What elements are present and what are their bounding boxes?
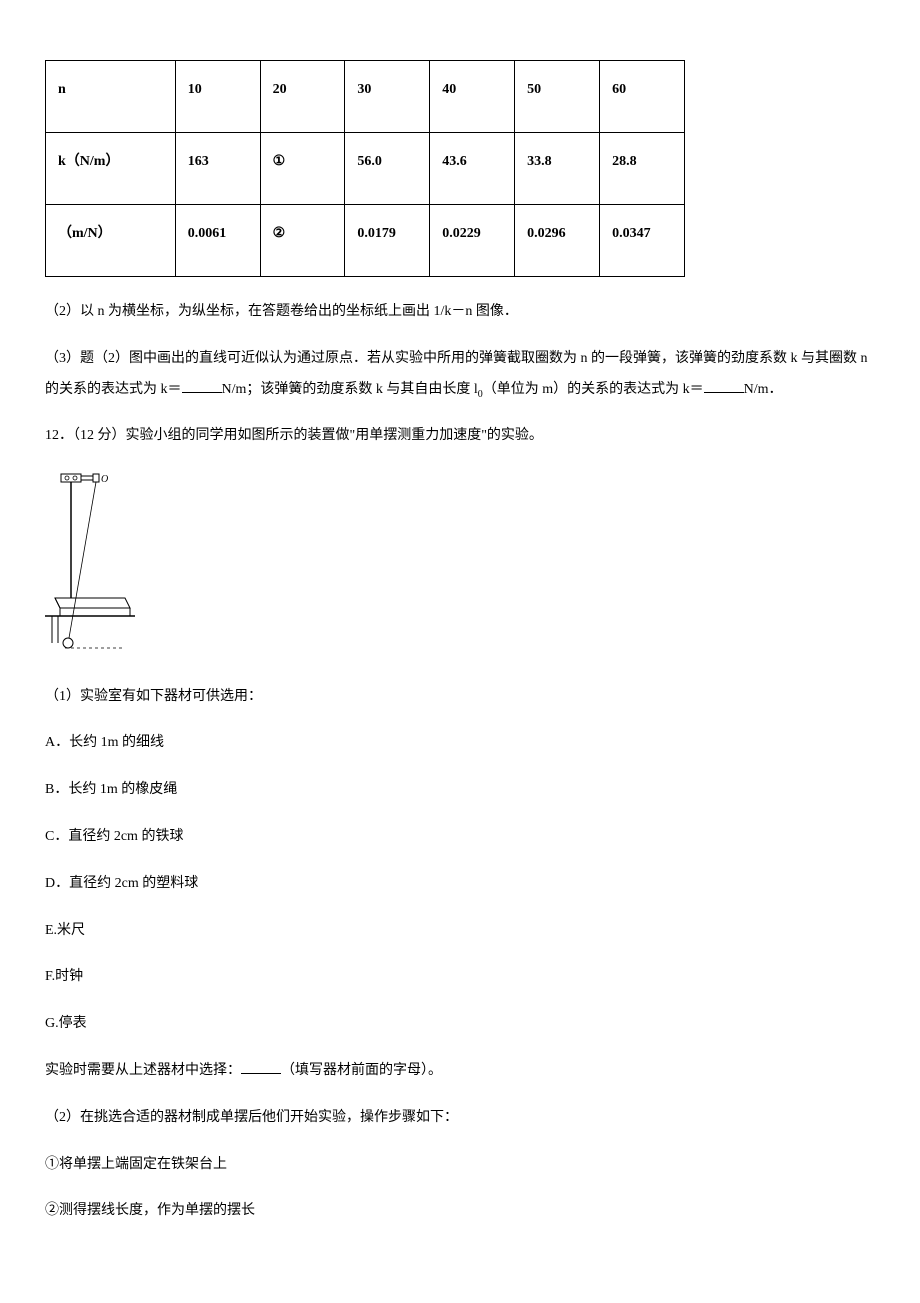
blank-field: [182, 379, 222, 393]
text: 实验时需要从上述器材中选择：: [45, 1063, 241, 1078]
blank-field: [704, 379, 744, 393]
step-2: ②测得摆线长度，作为单摆的摆长: [45, 1196, 875, 1227]
cell: 0.0229: [430, 205, 515, 277]
cell: 0.0179: [345, 205, 430, 277]
select-instruction: 实验时需要从上述器材中选择： （填写器材前面的字母）。: [45, 1056, 875, 1087]
header-cell: 30: [345, 61, 430, 133]
cell: k（N/m）: [46, 133, 176, 205]
cell: 28.8: [600, 133, 685, 205]
option-c: C．直径约 2cm 的铁球: [45, 822, 875, 853]
header-cell: n: [46, 61, 176, 133]
svg-text:O: O: [101, 474, 108, 485]
option-f: F.时钟: [45, 962, 875, 993]
cell: 0.0296: [515, 205, 600, 277]
header-cell: 50: [515, 61, 600, 133]
table-header-row: n 10 20 30 40 50 60: [46, 61, 685, 133]
pendulum-diagram: O: [45, 468, 875, 661]
header-cell: 60: [600, 61, 685, 133]
paragraph-2: （2）以 n 为横坐标，为纵坐标，在答题卷给出的坐标纸上画出 1/k－n 图像．: [45, 297, 875, 328]
text: N/m；该弹簧的劲度系数 k 与其自由长度 l: [222, 382, 478, 397]
options-list: （1）实验室有如下器材可供选用： A．长约 1m 的细线 B．长约 1m 的橡皮…: [45, 682, 875, 1040]
option-g: G.停表: [45, 1009, 875, 1040]
cell: 163: [175, 133, 260, 205]
blank-field: [241, 1060, 281, 1074]
text: （填写器材前面的字母）。: [281, 1063, 442, 1078]
table-row: k（N/m） 163 ① 56.0 43.6 33.8 28.8: [46, 133, 685, 205]
cell: ②: [260, 205, 345, 277]
paragraph-3: （3）题（2）图中画出的直线可近似认为通过原点．若从实验中所用的弹簧截取圈数为 …: [45, 344, 875, 406]
sub-question-2: （2）在挑选合适的器材制成单摆后他们开始实验，操作步骤如下：: [45, 1103, 875, 1134]
option-e: E.米尺: [45, 916, 875, 947]
header-cell: 40: [430, 61, 515, 133]
question-12: 12．（12 分）实验小组的同学用如图所示的装置做"用单摆测重力加速度"的实验。: [45, 421, 875, 452]
header-cell: 20: [260, 61, 345, 133]
data-table: n 10 20 30 40 50 60 k（N/m） 163 ① 56.0 43…: [45, 60, 685, 277]
option-d: D．直径约 2cm 的塑料球: [45, 869, 875, 900]
option-a: A．长约 1m 的细线: [45, 728, 875, 759]
cell: 43.6: [430, 133, 515, 205]
cell: 33.8: [515, 133, 600, 205]
cell: 0.0061: [175, 205, 260, 277]
option-b: B．长约 1m 的橡皮绳: [45, 775, 875, 806]
sub-question-1: （1）实验室有如下器材可供选用：: [45, 682, 875, 713]
cell: ①: [260, 133, 345, 205]
table-row: （m/N） 0.0061 ② 0.0179 0.0229 0.0296 0.03…: [46, 205, 685, 277]
text: N/m．: [744, 382, 783, 397]
cell: 56.0: [345, 133, 430, 205]
header-cell: 10: [175, 61, 260, 133]
text: （单位为 m）的关系的表达式为 k＝: [483, 382, 704, 397]
step-1: ①将单摆上端固定在铁架台上: [45, 1150, 875, 1181]
cell: （m/N）: [46, 205, 176, 277]
cell: 0.0347: [600, 205, 685, 277]
